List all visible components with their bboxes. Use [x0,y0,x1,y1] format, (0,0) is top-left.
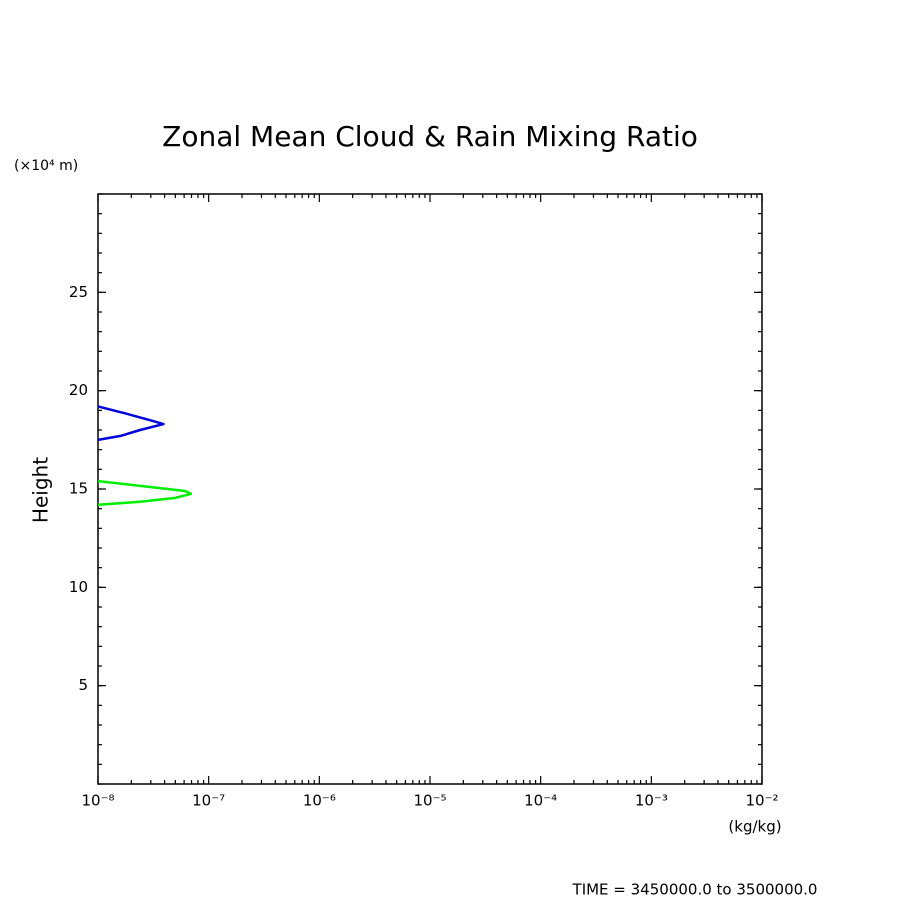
y-tick-label: 20 [69,381,88,399]
x-tick-label: 10⁻⁵ [413,792,446,810]
y-tick-label: 15 [69,480,88,498]
y-tick-label: 5 [78,676,88,694]
y-tick-label: 25 [69,283,88,301]
x-tick-label: 10⁻⁷ [192,792,225,810]
x-tick-label: 10⁻⁴ [524,792,557,810]
footer: TIME = 3450000.0 to 3500000.0 [572,881,818,899]
y-axis-label: Height [29,457,53,523]
data-line [97,479,193,506]
x-axis-label: (kg/kg) [728,818,781,836]
chart-title: Zonal Mean Cloud & Rain Mixing Ratio [162,120,698,153]
y-unit: (×10⁴ m) [14,158,78,174]
x-tick-label: 10⁻³ [635,792,668,810]
x-tick-label: 10⁻⁸ [81,792,114,810]
x-tick-label: 10⁻⁶ [303,792,336,810]
y-tick-label: 10 [69,578,88,596]
x-tick-label: 10⁻² [745,792,778,810]
data-line [97,405,165,442]
